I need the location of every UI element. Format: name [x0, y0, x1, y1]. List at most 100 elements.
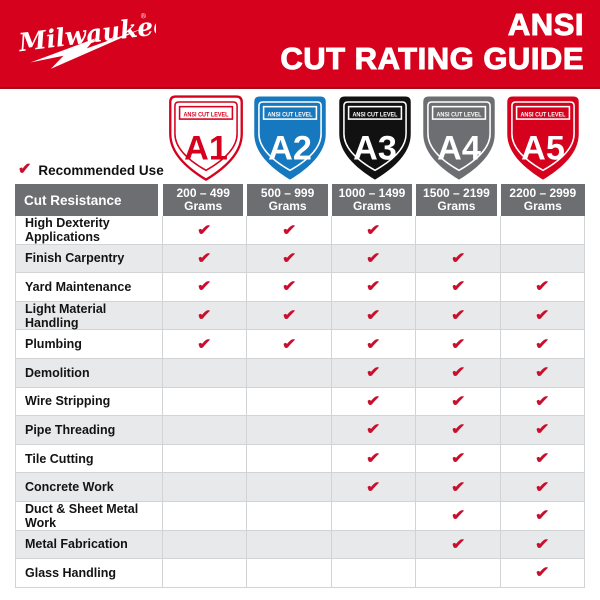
- milwaukee-logo: Milwaukee ®: [16, 10, 156, 69]
- rating-table: Cut Resistance 200 – 499 Grams 500 – 999 Gr…: [15, 184, 585, 588]
- check-cell: [247, 559, 332, 587]
- check-icon: ✔: [535, 307, 550, 325]
- check-icon: ✔: [535, 278, 550, 296]
- table-row: Metal Fabrication ✔ ✔: [15, 530, 585, 560]
- check-cell: [501, 216, 585, 244]
- table-row: Light Material Handling ✔ ✔ ✔ ✔ ✔: [15, 301, 585, 331]
- check-cell: ✔: [501, 330, 585, 358]
- check-icon: ✔: [197, 221, 212, 239]
- svg-text:ANSI CUT LEVEL: ANSI CUT LEVEL: [352, 111, 397, 118]
- column-header-a1: 200 – 499 Grams: [163, 184, 248, 216]
- application-label: Duct & Sheet Metal Work: [15, 501, 163, 530]
- check-cell: [247, 416, 332, 444]
- check-icon: ✔: [535, 450, 550, 468]
- application-label: Metal Fabrication: [15, 530, 163, 559]
- svg-text:A3: A3: [353, 129, 397, 167]
- check-cell: [163, 444, 248, 473]
- check-cell: ✔: [332, 301, 417, 330]
- check-icon: ✔: [535, 535, 550, 553]
- check-icon: ✔: [535, 478, 550, 496]
- table-header-row: Cut Resistance 200 – 499 Grams 500 – 999 Gr…: [15, 184, 585, 216]
- check-icon: ✔: [281, 278, 297, 296]
- column-header-a3: 1000 – 1499 Grams: [331, 184, 417, 216]
- check-icon: ✔: [450, 307, 466, 325]
- check-icon: ✔: [281, 249, 297, 267]
- ansi-cut-level-shield-a5: ANSI CUT LEVEL A5: [501, 95, 585, 182]
- check-cell: ✔: [416, 273, 501, 301]
- check-icon: ✔: [366, 335, 381, 353]
- legend-label: Recommended Use: [38, 162, 164, 178]
- check-cell: ✔: [416, 330, 501, 358]
- check-icon: ✔: [535, 564, 550, 582]
- legend-check-icon: ✔: [18, 161, 32, 178]
- check-cell: ✔: [247, 216, 332, 244]
- ansi-cut-level-shield-a4: ANSI CUT LEVEL A4: [417, 95, 501, 182]
- check-icon: ✔: [281, 221, 297, 239]
- check-icon: ✔: [366, 450, 381, 468]
- title-line-1: ANSI: [507, 7, 584, 42]
- header-banner: Milwaukee ® ANSI CUT RATING GUIDE: [0, 0, 600, 89]
- table-row: Yard Maintenance ✔ ✔ ✔ ✔ ✔: [15, 273, 585, 302]
- check-cell: ✔: [163, 301, 248, 330]
- table-body: High Dexterity Applications ✔ ✔ ✔ Finish Car…: [15, 216, 585, 588]
- check-cell: ✔: [416, 244, 501, 273]
- check-cell: ✔: [416, 530, 501, 559]
- check-icon: ✔: [450, 450, 466, 468]
- application-label: Pipe Threading: [15, 416, 163, 444]
- check-icon: ✔: [197, 307, 212, 325]
- registered-mark-icon: ®: [140, 12, 147, 21]
- check-icon: ✔: [197, 249, 212, 267]
- check-cell: [247, 473, 332, 501]
- application-label: Wire Stripping: [15, 387, 163, 416]
- ansi-cut-level-shield-a3: ANSI CUT LEVEL A3: [332, 95, 416, 182]
- check-icon: ✔: [366, 364, 381, 382]
- check-icon: ✔: [366, 307, 381, 325]
- check-cell: [332, 501, 417, 530]
- check-cell: ✔: [332, 216, 417, 244]
- check-icon: ✔: [366, 249, 381, 267]
- check-cell: [163, 416, 248, 444]
- check-icon: ✔: [535, 335, 550, 353]
- check-cell: ✔: [332, 416, 417, 444]
- shields-row: ANSI CUT LEVEL A1 ANSI CUT LEVEL A2 ANSI…: [164, 95, 585, 182]
- check-icon: ✔: [535, 507, 550, 525]
- check-cell: ✔: [163, 330, 248, 358]
- check-cell: [332, 559, 417, 587]
- check-icon: ✔: [450, 535, 466, 553]
- check-icon: ✔: [450, 421, 466, 439]
- svg-text:ANSI CUT LEVEL: ANSI CUT LEVEL: [268, 111, 313, 118]
- check-icon: ✔: [366, 421, 381, 439]
- check-icon: ✔: [450, 478, 466, 496]
- check-cell: ✔: [247, 273, 332, 301]
- check-cell: ✔: [501, 559, 585, 587]
- check-icon: ✔: [281, 335, 297, 353]
- ansi-cut-level-shield-a2: ANSI CUT LEVEL A2: [248, 95, 332, 182]
- table-row: Demolition ✔ ✔ ✔: [15, 358, 585, 388]
- svg-text:ANSI CUT LEVEL: ANSI CUT LEVEL: [520, 111, 565, 118]
- application-label: Concrete Work: [15, 473, 163, 501]
- application-label: High Dexterity Applications: [15, 216, 163, 244]
- check-cell: ✔: [332, 330, 417, 358]
- application-label: Finish Carpentry: [15, 244, 163, 273]
- check-cell: [247, 530, 332, 559]
- cut-resistance-header: Cut Resistance: [15, 184, 163, 216]
- title-line-2: CUT RATING GUIDE: [280, 41, 584, 76]
- check-cell: ✔: [163, 273, 248, 301]
- ansi-cut-level-shield-a1: ANSI CUT LEVEL A1: [164, 95, 248, 182]
- lightning-bolt-icon: [30, 27, 145, 69]
- check-cell: [163, 358, 248, 387]
- table-row: Finish Carpentry ✔ ✔ ✔ ✔: [15, 244, 585, 274]
- table-row: Duct & Sheet Metal Work ✔ ✔: [15, 501, 585, 531]
- check-icon: ✔: [535, 421, 550, 439]
- check-cell: ✔: [416, 444, 501, 473]
- check-cell: [163, 501, 248, 530]
- check-cell: ✔: [416, 358, 501, 387]
- check-cell: [247, 387, 332, 416]
- table-row: Plumbing ✔ ✔ ✔ ✔ ✔: [15, 330, 585, 359]
- guide-title: ANSI CUT RATING GUIDE: [280, 7, 584, 76]
- check-cell: ✔: [416, 387, 501, 416]
- table-row: Wire Stripping ✔ ✔ ✔: [15, 387, 585, 417]
- check-cell: ✔: [332, 244, 417, 273]
- check-cell: [163, 387, 248, 416]
